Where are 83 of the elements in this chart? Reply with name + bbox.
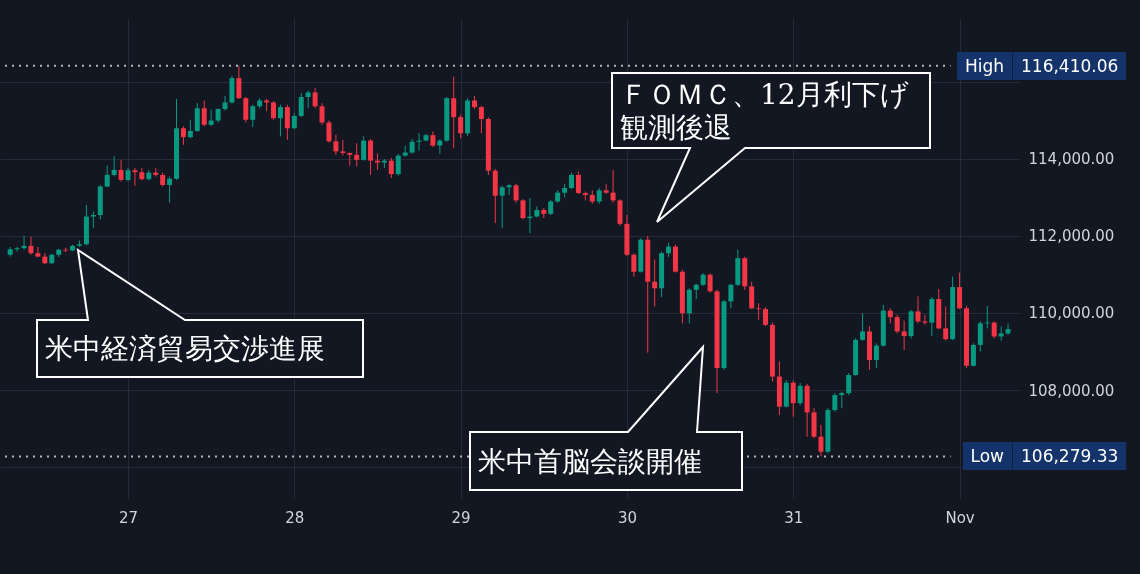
candlestick (132, 167, 138, 187)
candlestick (763, 306, 769, 327)
candlestick (832, 392, 838, 413)
candlestick (361, 135, 367, 162)
x-tick-label: 29 (451, 508, 471, 527)
x-tick-label: Nov (945, 508, 975, 527)
candlestick (707, 272, 713, 294)
candlestick (513, 183, 519, 204)
candlestick (901, 320, 907, 351)
candlestick (326, 120, 332, 144)
candlestick (652, 258, 658, 307)
candlestick (1005, 322, 1011, 336)
candlestick (298, 92, 304, 118)
y-tick-label: 108,000.00 (1028, 381, 1115, 400)
candlestick (728, 283, 734, 309)
candlestick (575, 170, 581, 195)
candlestick (333, 134, 339, 156)
candlestick (167, 175, 173, 204)
candlestick (368, 138, 374, 176)
candlestick (111, 155, 117, 177)
candlestick (797, 382, 803, 406)
candlestick (756, 302, 762, 321)
x-tick-label: 28 (285, 508, 305, 527)
y-tick-label: 114,000.00 (1028, 150, 1115, 169)
candlestick (201, 100, 207, 127)
ref-line-label: High (956, 51, 1013, 80)
candlestick (977, 320, 983, 352)
candlestick (846, 372, 852, 396)
candlestick (35, 246, 41, 258)
candlestick (783, 379, 789, 408)
candlestick (520, 198, 526, 220)
candlestick (478, 105, 484, 134)
candlestick (180, 125, 186, 146)
candlestick (194, 102, 200, 133)
x-tick-label: 27 (118, 508, 139, 527)
candlestick (243, 96, 249, 123)
candlestick (312, 87, 318, 109)
x-tick-label: 30 (617, 508, 637, 527)
candlestick (631, 252, 637, 278)
candlestick (915, 295, 921, 324)
candlestick (749, 281, 755, 310)
candlestick (458, 114, 464, 139)
annotation: 米中経済貿易交渉進展 (45, 332, 325, 365)
text: 106,279.33 (1013, 442, 1127, 471)
candlestick (319, 102, 325, 126)
x-tick-label: 31 (784, 508, 804, 527)
candlestick (894, 314, 900, 334)
candlestick (388, 157, 394, 179)
candlestick (957, 271, 963, 310)
candlestick (998, 325, 1004, 342)
candlestick (104, 165, 110, 188)
candlestick (610, 169, 616, 204)
candlestick (943, 305, 949, 342)
candlestick (118, 159, 124, 182)
candlestick (860, 312, 866, 342)
candlestick (222, 95, 228, 112)
candlestick (28, 236, 34, 256)
candlestick (929, 296, 935, 337)
annotation: ＦＯＭＣ、12月利下げ観測後退 (620, 77, 910, 144)
y-tick-label: 110,000.00 (1028, 304, 1115, 323)
candlestick (395, 153, 401, 177)
candlestick (686, 287, 692, 324)
text: 116,410.06 (1013, 51, 1127, 80)
candlestick (250, 104, 256, 128)
candlestick (451, 76, 457, 149)
candlestick (506, 183, 512, 196)
candlestick (873, 342, 879, 369)
annotation: 米中首脳会談開催 (478, 444, 702, 478)
candlestick (499, 185, 505, 229)
candlestick (284, 104, 290, 141)
candlestick (271, 100, 277, 121)
candlestick (617, 198, 623, 227)
candlestick (277, 104, 283, 137)
candlestick (603, 183, 609, 195)
candlestick (818, 424, 824, 457)
candlestick (922, 314, 928, 326)
candlestick (187, 119, 193, 139)
candlestick (236, 65, 242, 100)
ref-line-label: Low (962, 442, 1013, 471)
y-tick-label: 112,000.00 (1028, 227, 1115, 246)
candlestick (790, 379, 796, 418)
candlestick (970, 342, 976, 368)
candlestick (354, 142, 360, 167)
